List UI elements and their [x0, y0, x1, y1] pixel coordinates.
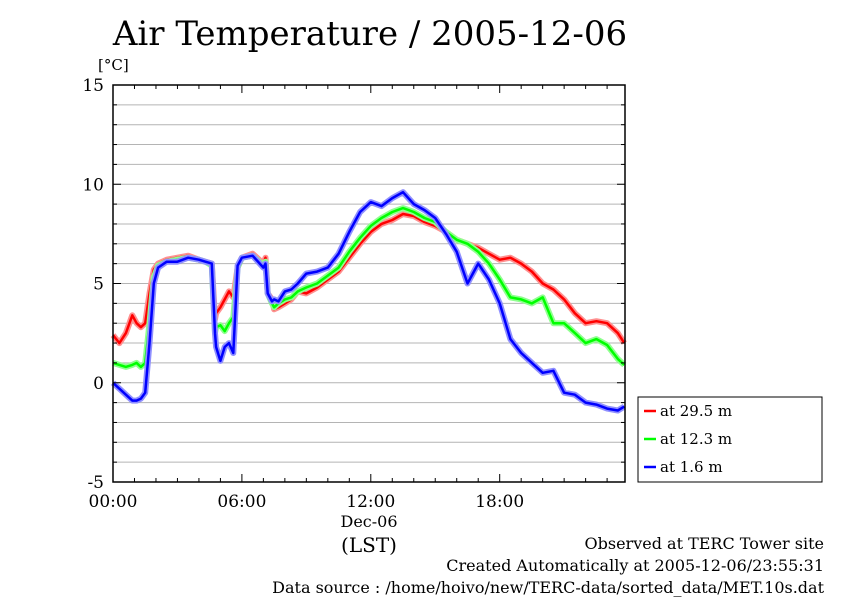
y-tick-label: 0: [93, 374, 104, 394]
footer-source: Data source : /home/hoivo/new/TERC-data/…: [272, 578, 824, 597]
x-tick-label: 06:00: [217, 492, 266, 512]
legend-label: at 1.6 m: [660, 458, 723, 476]
legend: at 29.5 m at 12.3 m at 1.6 m: [637, 396, 823, 483]
x-axis-date: Dec-06: [340, 512, 397, 531]
series-line: [112, 190, 625, 412]
y-tick-label: -5: [87, 473, 104, 493]
legend-label: at 29.5 m: [660, 402, 732, 420]
y-axis-label: [°C]: [98, 56, 129, 74]
y-axis-ticks: -5 0 5 10 15: [82, 76, 625, 493]
series-line: [112, 212, 626, 345]
x-tick-label: 18:00: [475, 492, 524, 512]
legend-label: at 12.3 m: [660, 430, 732, 448]
x-axis-unit: (LST): [341, 533, 397, 557]
y-tick-label: 10: [82, 175, 104, 195]
y-tick-label: 15: [82, 76, 104, 96]
footer-site: Observed at TERC Tower site: [584, 534, 825, 553]
legend-box: [637, 396, 823, 483]
x-axis-ticks: 00:00 06:00 12:00 18:00: [89, 85, 608, 512]
footer-created: Created Automatically at 2005-12-06/23:5…: [446, 556, 824, 575]
chart-title: Air Temperature / 2005-12-06: [112, 14, 628, 54]
x-tick-label: 00:00: [89, 492, 138, 512]
y-tick-label: 5: [93, 275, 104, 295]
x-tick-label: 12:00: [346, 492, 395, 512]
series-lines: [110, 189, 627, 414]
